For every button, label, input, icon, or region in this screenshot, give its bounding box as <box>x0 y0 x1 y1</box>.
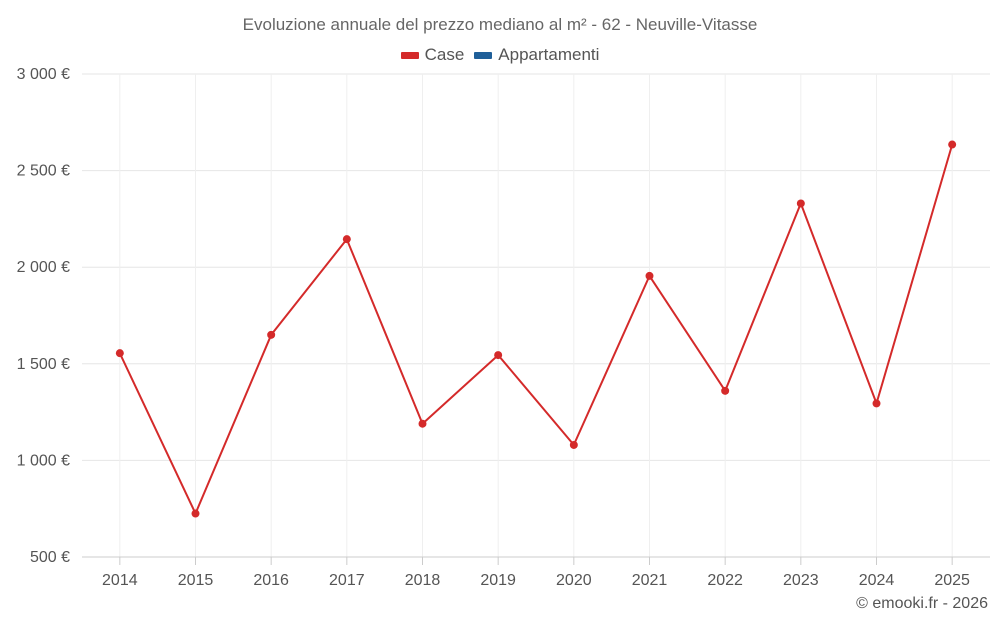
x-tick-label: 2017 <box>329 572 365 589</box>
data-point <box>115 349 124 358</box>
series-line-case <box>118 144 954 515</box>
y-tick-label: 1 500 € <box>17 356 70 373</box>
x-tick-label: 2016 <box>253 572 289 589</box>
x-tick-label: 2014 <box>102 572 138 589</box>
data-point <box>569 440 578 449</box>
y-tick-label: 2 000 € <box>17 259 70 276</box>
data-point <box>191 509 200 518</box>
x-tick-label: 2022 <box>707 572 743 589</box>
x-tick-label: 2019 <box>480 572 516 589</box>
legend-swatch-appartamenti <box>474 51 493 59</box>
x-tick-label: 2018 <box>405 572 441 589</box>
x-tick-label: 2015 <box>178 572 214 589</box>
data-point <box>342 235 351 244</box>
data-point <box>267 330 276 339</box>
data-point <box>721 386 730 395</box>
legend-swatch-case <box>400 51 419 59</box>
x-tick-label: 2023 <box>783 572 819 589</box>
data-point <box>645 271 654 280</box>
data-point <box>418 419 427 428</box>
x-tick-label: 2025 <box>934 572 970 589</box>
legend-item-case[interactable]: Case <box>400 45 465 65</box>
x-tick-label: 2024 <box>859 572 895 589</box>
chart-legend: Case Appartamenti <box>0 45 1000 65</box>
data-point <box>796 199 805 208</box>
data-point <box>948 140 957 149</box>
credit-text: © emooki.fr - 2026 <box>856 595 988 612</box>
data-point <box>872 399 881 408</box>
y-tick-label: 2 500 € <box>17 163 70 180</box>
legend-label-appartamenti: Appartamenti <box>498 45 600 64</box>
data-point <box>494 351 503 360</box>
y-tick-label: 3 000 € <box>17 66 70 83</box>
y-tick-label: 500 € <box>30 549 70 566</box>
y-tick-label: 1 000 € <box>17 452 70 469</box>
legend-item-appartamenti[interactable]: Appartamenti <box>474 45 599 65</box>
x-tick-label: 2020 <box>556 572 592 589</box>
legend-label-case: Case <box>424 45 465 64</box>
chart-title: Evoluzione annuale del prezzo mediano al… <box>242 15 758 34</box>
x-tick-label: 2021 <box>632 572 668 589</box>
